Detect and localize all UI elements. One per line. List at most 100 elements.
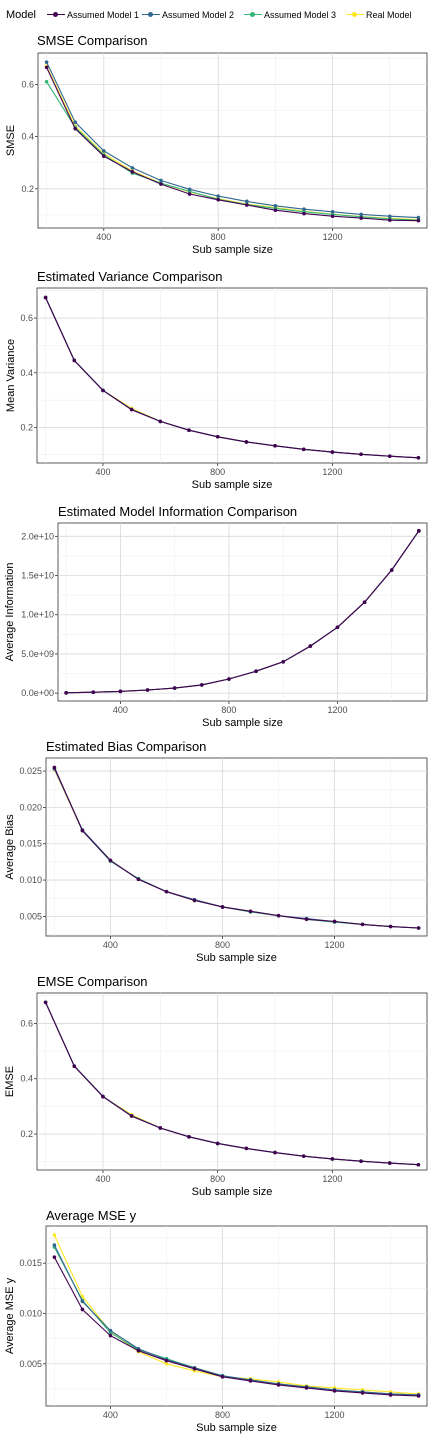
legend-key-assumed-model-2 bbox=[142, 10, 160, 20]
x-tick-label: 400 bbox=[96, 232, 111, 242]
plot-panel bbox=[36, 992, 428, 1171]
data-point-assumed-model-1 bbox=[388, 924, 393, 929]
x-tick-label: 1200 bbox=[325, 1410, 345, 1420]
data-point-assumed-model-1 bbox=[304, 917, 309, 922]
data-point-assumed-model-1 bbox=[159, 182, 163, 186]
x-tick-label: 400 bbox=[95, 1174, 110, 1184]
data-point-assumed-model-1 bbox=[245, 203, 249, 207]
data-point-assumed-model-2 bbox=[80, 1299, 85, 1304]
y-tick-label: 1.0e+10 bbox=[21, 610, 54, 620]
data-point-assumed-model-1 bbox=[187, 1135, 191, 1139]
y-tick-label: 0.005 bbox=[19, 1359, 42, 1369]
y-tick-label: 2.0e+10 bbox=[21, 531, 54, 541]
data-point-assumed-model-2 bbox=[245, 199, 249, 204]
y-tick-label: 0.4 bbox=[20, 368, 33, 378]
y-tick-label: 0.005 bbox=[19, 911, 42, 921]
data-point-assumed-model-1 bbox=[164, 889, 169, 894]
y-tick-label: 0.015 bbox=[19, 1258, 42, 1268]
data-point-assumed-model-1 bbox=[416, 1162, 421, 1167]
x-tick-label: 1200 bbox=[322, 1174, 342, 1184]
data-point-assumed-model-1 bbox=[220, 905, 225, 909]
x-tick-label: 1200 bbox=[327, 705, 347, 715]
data-point-assumed-model-1 bbox=[227, 677, 231, 681]
data-point-assumed-model-1 bbox=[216, 197, 220, 202]
legend-label: Assumed Model 2 bbox=[162, 9, 235, 20]
data-point-assumed-model-1 bbox=[276, 1383, 281, 1387]
legend-item-assumed-model-2: Assumed Model 2 bbox=[142, 9, 234, 20]
x-tick-label: 800 bbox=[221, 705, 236, 715]
data-point-assumed-model-1 bbox=[215, 434, 220, 439]
data-point-assumed-model-1 bbox=[416, 218, 421, 223]
data-point-assumed-model-1 bbox=[359, 216, 364, 220]
y-tick-label: 0.6 bbox=[21, 79, 34, 89]
data-point-assumed-model-1 bbox=[244, 1146, 249, 1151]
series-line-assumed-model-2 bbox=[53, 1244, 419, 1396]
series-line-assumed-model-2 bbox=[46, 61, 419, 219]
data-point-assumed-model-1 bbox=[192, 898, 197, 903]
x-tick-label: 800 bbox=[210, 1174, 225, 1184]
data-point-assumed-model-1 bbox=[360, 922, 365, 927]
x-tick-label: 400 bbox=[103, 1410, 118, 1420]
chart-title: Estimated Bias Comparison bbox=[46, 739, 206, 754]
series-line-assumed-model-1 bbox=[66, 530, 420, 694]
data-point-assumed-model-2 bbox=[130, 166, 135, 170]
data-point-assumed-model-3 bbox=[44, 79, 49, 84]
x-tick-label: 1200 bbox=[325, 940, 345, 950]
y-tick-label: 0.010 bbox=[19, 875, 42, 885]
data-point-assumed-model-2 bbox=[187, 187, 192, 192]
data-point-assumed-model-1 bbox=[301, 1154, 306, 1158]
y-tick-label: 0.4 bbox=[21, 132, 34, 142]
y-axis-label: Average Bias bbox=[4, 814, 16, 880]
chart-estimated-information: Estimated Model Information Comparison 40… bbox=[4, 504, 428, 729]
chart-estimated-bias: Estimated Bias Comparison 400 800 1200 0.005… bbox=[4, 739, 428, 964]
data-point-assumed-model-1 bbox=[273, 443, 277, 448]
series-line-assumed-model-1 bbox=[45, 297, 419, 459]
y-axis-label: SMSE bbox=[5, 125, 17, 156]
data-point-assumed-model-1 bbox=[52, 1255, 57, 1259]
data-point-assumed-model-2 bbox=[101, 149, 106, 153]
chart-title: Average MSE y bbox=[46, 1208, 137, 1223]
data-point-assumed-model-1 bbox=[273, 1150, 277, 1155]
x-tick-label: 400 bbox=[103, 940, 118, 950]
x-axis-label: Sub sample size bbox=[192, 1186, 273, 1198]
data-point-assumed-model-1 bbox=[387, 1161, 392, 1165]
plot-panel bbox=[45, 757, 428, 937]
data-point-assumed-model-1 bbox=[80, 1307, 85, 1312]
legend-item-real-model: Real Model bbox=[346, 9, 412, 20]
data-point-assumed-model-1 bbox=[308, 644, 313, 648]
x-axis-label: Sub sample size bbox=[202, 717, 283, 729]
data-point-assumed-model-1 bbox=[136, 1348, 141, 1353]
y-tick-label: 0.0e+00 bbox=[21, 688, 54, 698]
data-point-assumed-model-1 bbox=[108, 858, 113, 863]
data-point-assumed-model-1 bbox=[362, 600, 367, 604]
chart-title: Estimated Model Information Comparison bbox=[58, 504, 297, 519]
chart-title: EMSE Comparison bbox=[37, 974, 148, 989]
data-point-assumed-model-1 bbox=[330, 450, 335, 454]
data-point-assumed-model-2 bbox=[359, 212, 364, 217]
data-point-assumed-model-2 bbox=[273, 203, 278, 208]
data-point-real-model bbox=[80, 1294, 85, 1299]
data-point-assumed-model-1 bbox=[43, 1000, 48, 1005]
data-point-assumed-model-1 bbox=[220, 1375, 225, 1379]
data-point-assumed-model-1 bbox=[416, 456, 421, 460]
data-point-assumed-model-1 bbox=[301, 447, 306, 452]
data-point-assumed-model-1 bbox=[129, 407, 134, 412]
chart-title: SMSE Comparison bbox=[37, 33, 148, 48]
data-point-assumed-model-2 bbox=[159, 178, 163, 183]
y-tick-label: 0.2 bbox=[20, 422, 33, 432]
y-tick-label: 0.015 bbox=[19, 839, 42, 849]
data-point-assumed-model-2 bbox=[302, 207, 306, 211]
legend-key-assumed-model-1 bbox=[47, 10, 65, 20]
data-point-assumed-model-1 bbox=[416, 1394, 421, 1398]
chart-emse: EMSE Comparison 400 800 1200 0.2 0.4 0.6 Sub sa… bbox=[4, 974, 428, 1198]
data-point-assumed-model-1 bbox=[73, 126, 77, 131]
series-line-assumed-model-1 bbox=[46, 67, 419, 222]
data-point-assumed-model-1 bbox=[52, 765, 57, 770]
data-point-assumed-model-1 bbox=[129, 1114, 134, 1118]
data-point-assumed-model-1 bbox=[388, 218, 392, 222]
data-point-assumed-model-1 bbox=[332, 1389, 337, 1393]
data-point-assumed-model-1 bbox=[192, 1366, 197, 1371]
data-point-assumed-model-1 bbox=[118, 689, 123, 694]
data-point-assumed-model-1 bbox=[360, 1391, 365, 1395]
data-point-assumed-model-1 bbox=[101, 1094, 105, 1099]
